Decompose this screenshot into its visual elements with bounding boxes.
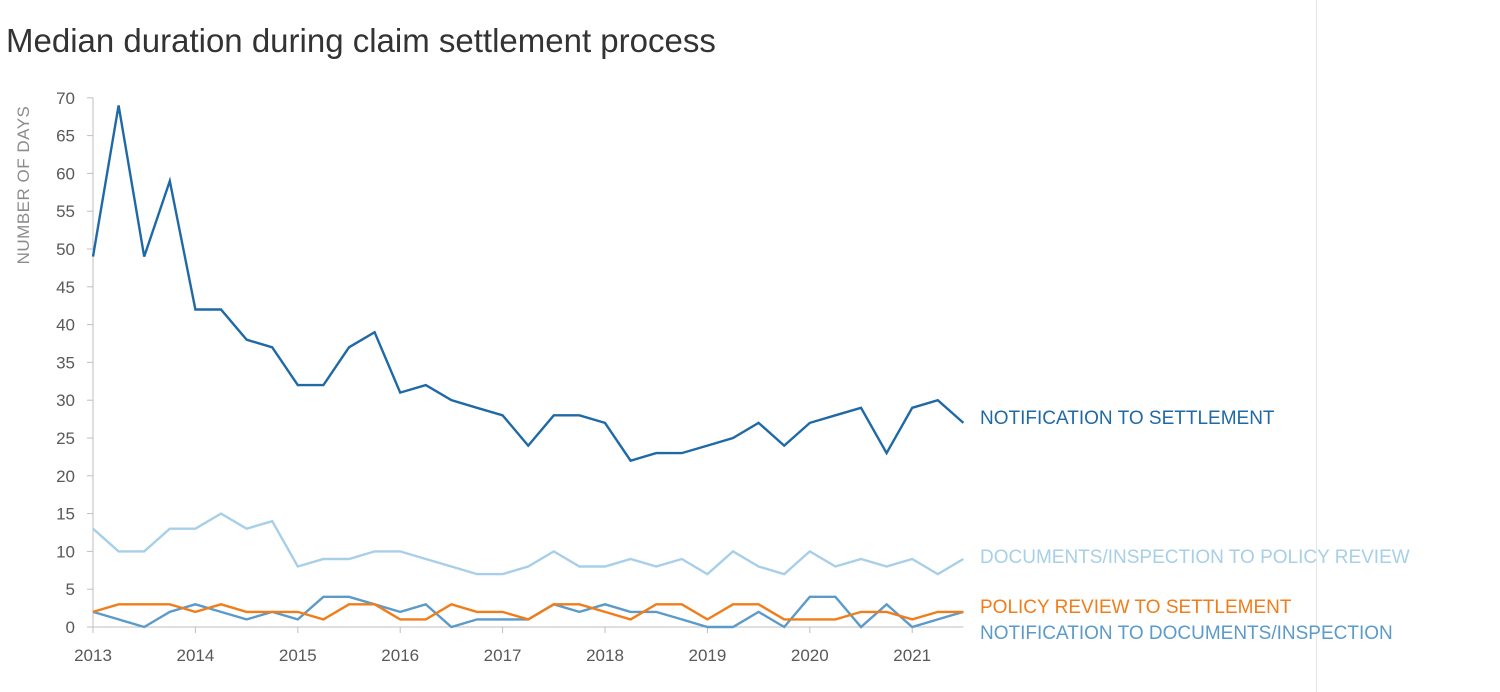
x-tick-label: 2013 [74,646,112,665]
y-tick-label: 40 [56,316,75,335]
axes [92,97,964,628]
series-label-1: DOCUMENTS/INSPECTION TO POLICY REVIEW [980,547,1410,568]
y-tick-label: 10 [56,542,75,561]
series-label-3: NOTIFICATION TO DOCUMENTS/INSPECTION [980,623,1393,644]
y-tick-label: 20 [56,467,75,486]
y-tick-label: 45 [56,278,75,297]
x-tick-label: 2018 [586,646,624,665]
series-line-3 [92,595,964,629]
x-tick-label: 2014 [176,646,214,665]
x-tick-label: 2020 [791,646,829,665]
panel-divider [1316,0,1317,692]
y-tick-label: 35 [56,353,75,372]
x-tick-label: 2017 [484,646,522,665]
y-tick-label: 50 [56,240,75,259]
y-tick-label: 25 [56,429,75,448]
y-tick-label: 15 [56,505,75,524]
y-axis-ticks: 0 5 10 15 20 25 30 35 40 45 50 55 60 65 70 [56,89,93,637]
y-tick-label: 55 [56,202,75,221]
series-lines [91,105,965,629]
y-axis-label-group: NUMBER OF DAYS [14,106,33,265]
x-tick-label: 2021 [893,646,931,665]
series-line-1 [92,512,965,576]
series-line-0 [91,105,965,463]
y-tick-label: 30 [56,391,75,410]
series-label-0: NOTIFICATION TO SETTLEMENT [980,408,1275,429]
y-tick-label: 70 [56,89,75,108]
series-label-2: POLICY REVIEW TO SETTLEMENT [980,597,1292,618]
y-tick-label: 0 [66,618,75,637]
x-axis-ticks: 2013 2014 2015 2016 2017 2018 2019 2020 2021 [74,627,931,665]
y-axis-label: NUMBER OF DAYS [14,106,33,265]
y-tick-label: 65 [56,127,75,146]
series-labels: NOTIFICATION TO SETTLEMENT DOCUMENTS/INSP… [980,408,1410,644]
y-tick-label: 5 [66,580,75,599]
y-tick-label: 60 [56,164,75,183]
chart-title: Median duration during claim settlement … [6,22,716,59]
x-tick-label: 2015 [279,646,317,665]
series-line-2 [92,603,964,621]
x-tick-label: 2016 [381,646,419,665]
x-tick-label: 2019 [688,646,726,665]
